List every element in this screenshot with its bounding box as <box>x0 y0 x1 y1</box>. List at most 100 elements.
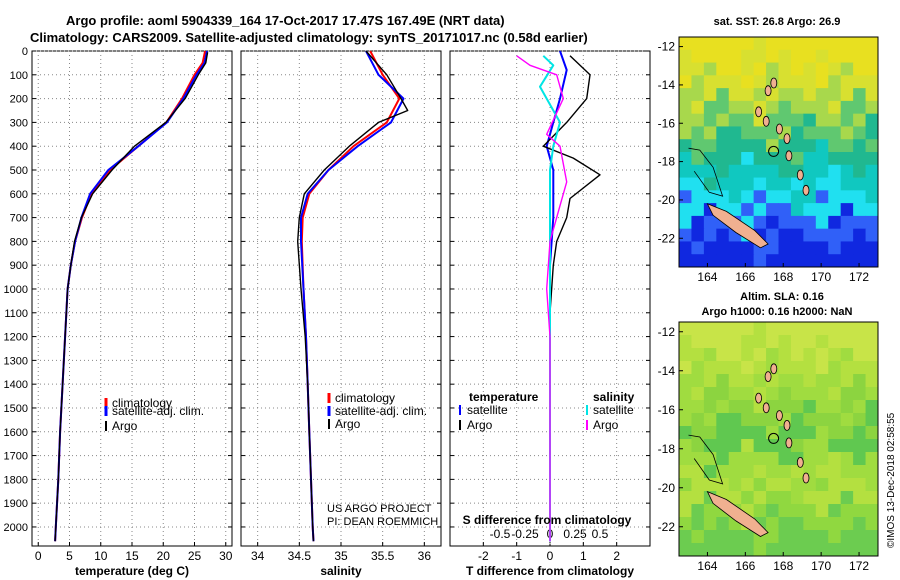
field-cell <box>691 241 705 255</box>
field-cell <box>679 374 692 388</box>
field-cell <box>741 465 755 479</box>
field-cell <box>865 374 879 388</box>
field-cell <box>828 49 842 64</box>
x-tick-label: 36 <box>418 549 432 563</box>
field-cell <box>691 439 705 453</box>
field-cell <box>753 88 767 102</box>
field-cell <box>790 228 804 242</box>
contour-line <box>688 434 724 485</box>
field-cell <box>716 413 730 427</box>
field-cell <box>753 37 767 51</box>
field-cell <box>703 113 717 127</box>
field-cell <box>840 400 854 414</box>
field-cell <box>803 517 817 531</box>
new-caledonia-island <box>706 490 769 537</box>
field-cell <box>853 139 867 153</box>
field-cell <box>766 452 779 466</box>
field-cell <box>865 49 879 64</box>
lat-tick-label: -12 <box>658 40 676 54</box>
legend-s-satellite-label: satellite <box>593 403 634 417</box>
field-cell <box>840 387 854 401</box>
vanuatu-island <box>783 419 791 431</box>
field-cell <box>815 164 829 179</box>
field-cell <box>766 504 779 518</box>
lon-tick-label: 166 <box>735 559 755 573</box>
sst-field <box>679 37 879 268</box>
field-cell <box>716 37 730 51</box>
field-cell <box>828 530 842 544</box>
field-cell <box>778 215 792 230</box>
field-cell <box>753 335 767 349</box>
sst-map-land <box>688 77 810 249</box>
field-cell <box>853 426 867 440</box>
field-cell <box>679 215 692 230</box>
y-tick-label: 900 <box>10 260 28 272</box>
field-cell <box>753 190 767 204</box>
field-cell <box>778 478 792 492</box>
x-tick-label: -2 <box>478 549 489 563</box>
field-cell <box>778 504 792 518</box>
field-cell <box>790 361 804 375</box>
field-cell <box>865 322 879 336</box>
field-cell <box>703 126 717 140</box>
field-cell <box>716 322 730 336</box>
field-cell <box>716 478 730 492</box>
field-cell <box>853 152 867 166</box>
field-cell <box>853 241 867 255</box>
lon-tick-label: 170 <box>811 559 831 573</box>
field-cell <box>679 164 692 179</box>
field-cell <box>828 452 842 466</box>
s-difference-xlabel: S difference from climatology <box>463 513 632 527</box>
field-cell <box>828 504 842 518</box>
field-cell <box>778 113 792 127</box>
salinity-series <box>297 50 409 542</box>
x-tick-label: 0 <box>547 549 554 563</box>
field-cell <box>741 361 755 375</box>
field-cell <box>703 400 717 414</box>
x-tick-label: 34.5 <box>288 549 312 563</box>
field-cell <box>853 190 867 204</box>
field-cell <box>778 452 792 466</box>
field-cell <box>679 254 692 268</box>
field-cell <box>853 322 867 336</box>
field-cell <box>815 177 829 191</box>
field-cell <box>703 100 717 115</box>
y-tick-label: 1000 <box>4 284 28 296</box>
field-cell <box>691 400 705 414</box>
lat-tick-label: -20 <box>658 481 676 495</box>
field-cell <box>716 374 730 388</box>
field-cell <box>828 37 842 51</box>
field-cell <box>815 322 829 336</box>
field-cell <box>679 322 692 336</box>
field-cell <box>703 152 717 166</box>
vanuatu-island <box>755 392 762 404</box>
s-tick-label: 0.25 <box>563 527 587 541</box>
lat-tick-label: -16 <box>658 116 676 130</box>
field-cell <box>803 400 817 414</box>
x-tick-label: 25 <box>188 549 202 563</box>
field-cell <box>803 126 817 140</box>
field-cell <box>691 543 705 557</box>
field-cell <box>803 322 817 336</box>
y-tick-label: 1400 <box>4 379 28 391</box>
field-cell <box>679 491 692 505</box>
field-cell <box>790 517 804 531</box>
lon-tick-label: 168 <box>773 270 793 284</box>
field-cell <box>728 387 742 401</box>
lat-tick-label: -18 <box>658 442 676 456</box>
field-cell <box>828 62 842 76</box>
field-cell <box>766 335 779 349</box>
sst-lat-tick-labels: -12 -14 -16 -18 -20 -22 <box>658 40 683 245</box>
field-cell <box>778 241 792 255</box>
field-cell <box>741 164 755 179</box>
field-cell <box>840 517 854 531</box>
field-cell <box>741 426 755 440</box>
field-cell <box>853 361 867 375</box>
field-cell <box>790 504 804 518</box>
field-cell <box>815 37 829 51</box>
field-cell <box>741 203 755 217</box>
field-cell <box>853 387 867 401</box>
field-cell <box>691 504 705 518</box>
legend-t-satellite-label: satellite <box>467 403 508 417</box>
x-tick-label: 35.5 <box>371 549 395 563</box>
